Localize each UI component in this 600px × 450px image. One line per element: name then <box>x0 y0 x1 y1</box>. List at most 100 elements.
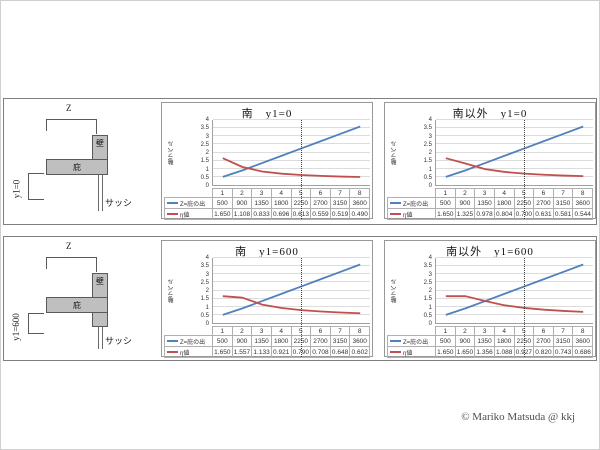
series-row: η値 1.650 1.557 1.133 0.921 0.790 0.708 0.648 0.6… <box>164 346 370 358</box>
legend-data-table: 1 2 3 4 5 6 7 8 Z=庇の出 500 900 1350 1800 2250 2700 3150 3… <box>164 188 370 220</box>
y-axis-area: 軸ラベル 0 0.5 1 1.5 2 2.5 3 3.5 4 <box>164 255 212 327</box>
series-value: 0.559 <box>310 208 331 220</box>
sash-label: サッシ <box>105 198 133 208</box>
series-row: η値 1.650 1.325 0.978 0.804 0.700 0.631 0.581 0.5… <box>387 208 593 220</box>
series-name: η値 <box>180 350 190 357</box>
sash-line <box>102 175 103 211</box>
gridline <box>213 127 370 129</box>
gridline <box>213 143 370 145</box>
y-tick-label: 1 <box>205 166 209 173</box>
chart-title: 南以外 y1=600 <box>446 246 534 258</box>
y-tick-label: 1 <box>428 166 432 173</box>
category-number: 4 <box>493 188 515 198</box>
y-tick-label: 3 <box>205 271 209 278</box>
series-value: 1.108 <box>231 208 253 220</box>
eaves-section-diagram: Z 壁 庇 サッシ y1=0 <box>6 99 160 224</box>
series-value: 1.356 <box>474 346 495 358</box>
category-number: 1 <box>212 326 233 336</box>
y1-bracket <box>28 313 44 314</box>
series-value: 1800 <box>270 335 292 347</box>
category-number: 1 <box>435 326 456 336</box>
plot-area <box>435 257 593 324</box>
y-tick-label: 2.5 <box>423 279 432 286</box>
series-value: 1.088 <box>493 346 515 358</box>
gridline <box>436 297 593 299</box>
series-value: 3150 <box>329 197 351 209</box>
gridline <box>436 273 593 275</box>
series-value: 1350 <box>251 335 272 347</box>
series-lines <box>213 120 370 185</box>
blank-cell <box>165 189 213 198</box>
z-dimension-tick-right <box>96 257 97 272</box>
series-name: η値 <box>403 212 413 219</box>
series-value: 0.696 <box>270 208 292 220</box>
category-number: 3 <box>474 188 495 198</box>
category-number: 4 <box>493 326 515 336</box>
series-lines <box>213 258 370 323</box>
series-legend-cell: η値 <box>164 346 213 358</box>
y-tick-label: 0 <box>205 183 209 189</box>
threshold-dotted-line <box>300 258 302 357</box>
series-value: 0.648 <box>329 346 351 358</box>
y-tick-label: 1 <box>428 304 432 311</box>
category-number: 7 <box>552 326 574 336</box>
gridline <box>436 265 593 267</box>
chart-non-south-y1-0: 南以外 y1=0 軸ラベル 0 0.5 1 1.5 2 2.5 3 3.5 4 1 2 3 4 5 6 7 8 Z=庇… <box>384 102 596 220</box>
gridline <box>213 297 370 299</box>
series-value: 1.650 <box>454 346 476 358</box>
chart-body: 軸ラベル 0 0.5 1 1.5 2 2.5 3 3.5 4 1 2 3 4 5 6 7 8 Z=庇の出 500 900… <box>385 117 595 220</box>
category-number: 8 <box>572 326 593 336</box>
y-tick-label: 4 <box>205 117 209 123</box>
y-axis-title-text: 軸ラベル <box>169 279 175 303</box>
y-axis-title-text: 軸ラベル <box>392 279 398 303</box>
series-legend-cell: Z=庇の出 <box>387 335 436 347</box>
y-tick-label: 2 <box>205 150 209 156</box>
legend-swatch <box>390 351 401 353</box>
series-value: 1350 <box>474 335 495 347</box>
series-value: 1350 <box>474 197 495 209</box>
legend-swatch <box>167 202 178 204</box>
category-number: 8 <box>349 326 370 336</box>
y-tick-label: 2.5 <box>200 279 209 286</box>
z-dimension-tick-left <box>46 257 47 269</box>
series-legend-cell: η値 <box>387 208 436 220</box>
category-number: 4 <box>270 326 292 336</box>
series-name: Z=庇の出 <box>403 201 429 208</box>
y-tick-label: 3 <box>428 133 432 140</box>
series-value: 1800 <box>270 197 292 209</box>
legend-swatch <box>167 213 178 215</box>
y-tick-label: 2 <box>205 288 209 294</box>
y-axis-title: 軸ラベル <box>390 120 399 186</box>
category-number: 6 <box>533 326 554 336</box>
category-number: 2 <box>454 188 476 198</box>
blank-cell <box>388 327 436 336</box>
series-value: 2700 <box>533 335 554 347</box>
series-legend-cell: Z=庇の出 <box>387 197 436 209</box>
category-number: 7 <box>329 188 351 198</box>
series-name: Z=庇の出 <box>180 339 206 346</box>
series-line-eta <box>446 158 583 176</box>
series-value: 3600 <box>572 197 593 209</box>
series-line-z <box>446 127 583 177</box>
gridline <box>436 313 593 315</box>
series-value: 0.700 <box>513 208 535 220</box>
series-value: 1800 <box>493 335 515 347</box>
gridline <box>213 273 370 275</box>
y-tick-label: 0.5 <box>423 312 432 319</box>
gridline <box>436 175 593 177</box>
series-value: 0.978 <box>474 208 495 220</box>
y-axis-title-text: 軸ラベル <box>169 141 175 165</box>
series-value: 1.557 <box>231 346 253 358</box>
chart-title: 南 y1=600 <box>235 246 299 258</box>
sash-label: サッシ <box>105 336 133 346</box>
y-tick-label: 0.5 <box>423 174 432 181</box>
series-lines <box>436 120 593 185</box>
threshold-dotted-line <box>523 258 525 357</box>
y-tick-label: 2 <box>428 150 432 156</box>
series-value: 0.490 <box>349 208 370 220</box>
series-row: Z=庇の出 500 900 1350 1800 2250 2700 3150 3600 <box>164 197 370 209</box>
series-value: 500 <box>435 335 456 347</box>
plot-area <box>435 119 593 186</box>
